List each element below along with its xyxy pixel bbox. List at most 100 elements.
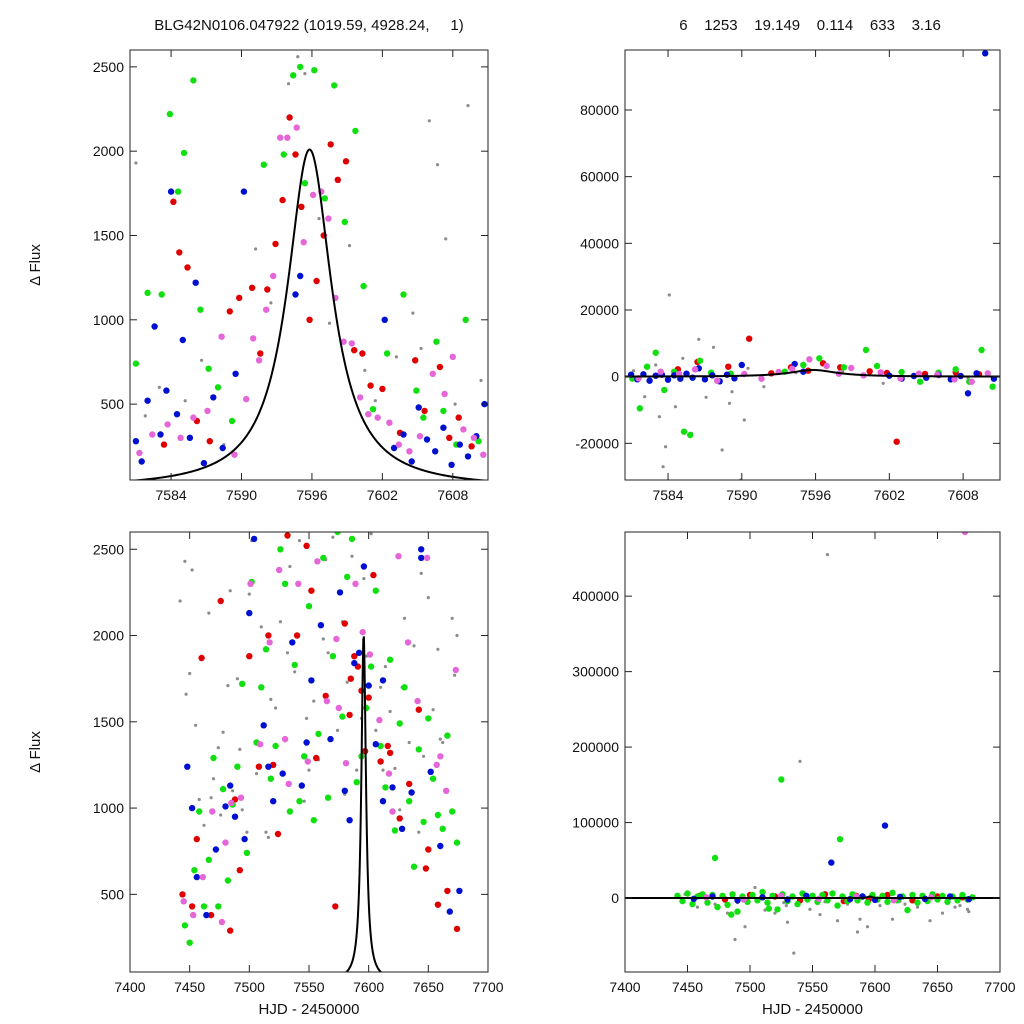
data-point-green bbox=[904, 906, 911, 914]
data-point-gray bbox=[784, 904, 788, 908]
data-point-gray bbox=[431, 708, 435, 712]
data-point-red bbox=[346, 711, 353, 719]
data-point-red bbox=[893, 438, 900, 445]
x-tick-label: 7700 bbox=[472, 979, 503, 995]
data-point-blue bbox=[372, 741, 379, 748]
data-point-red bbox=[255, 763, 263, 770]
data-point-green bbox=[425, 715, 432, 722]
data-point-pink bbox=[848, 364, 855, 372]
data-point-green bbox=[728, 911, 735, 918]
data-point-pink bbox=[480, 451, 487, 458]
data-point-green bbox=[774, 906, 781, 913]
data-point-green bbox=[239, 680, 246, 687]
data-point-gray bbox=[303, 72, 307, 76]
data-point-green bbox=[281, 580, 289, 587]
data-point-pink bbox=[314, 558, 321, 565]
data-point-blue bbox=[701, 376, 709, 383]
data-point-gray bbox=[238, 747, 242, 752]
data-point-blue bbox=[138, 458, 145, 465]
data-point-gray bbox=[453, 673, 457, 677]
data-point-pink bbox=[263, 306, 270, 313]
data-point-pink bbox=[342, 760, 350, 767]
data-point-blue bbox=[203, 911, 210, 919]
data-point-gray bbox=[865, 925, 870, 929]
data-point-red bbox=[468, 443, 475, 450]
data-point-green bbox=[862, 346, 870, 354]
data-point-gray bbox=[336, 728, 340, 733]
data-point-gray bbox=[438, 737, 442, 741]
y-tick-label: 0 bbox=[611, 890, 619, 906]
data-point-red bbox=[236, 867, 243, 874]
data-point-red bbox=[308, 587, 315, 594]
data-point-blue bbox=[200, 459, 208, 467]
y-tick-label: 200000 bbox=[572, 739, 619, 755]
data-point-gray bbox=[664, 445, 668, 449]
data-point-blue bbox=[664, 376, 672, 383]
data-point-gray bbox=[762, 385, 766, 389]
data-point-gray bbox=[312, 699, 316, 703]
data-point-green bbox=[219, 785, 227, 793]
data-point-gray bbox=[681, 356, 685, 360]
data-point-green bbox=[873, 362, 881, 370]
data-point-green bbox=[286, 808, 294, 815]
data-point-blue bbox=[738, 361, 745, 369]
data-point-pink bbox=[352, 580, 359, 587]
data-point-gray bbox=[188, 671, 192, 676]
y-tick-label: 2500 bbox=[93, 59, 124, 75]
data-point-blue bbox=[289, 639, 296, 646]
data-point-gray bbox=[479, 378, 483, 383]
data-point-green bbox=[383, 350, 391, 357]
data-point-gray bbox=[363, 368, 367, 372]
data-point-gray bbox=[773, 911, 777, 915]
data-point-blue bbox=[317, 622, 325, 629]
data-point-gray bbox=[643, 395, 647, 399]
panel-top-right: 7584 7590 7596 7602 7608 -20000 0 20000 40000 600… bbox=[575, 49, 1001, 503]
data-point-green bbox=[205, 856, 212, 863]
data-point-green bbox=[360, 282, 367, 290]
y-tick-label: 1500 bbox=[93, 227, 124, 243]
data-point-gray bbox=[266, 835, 270, 840]
data-point-green bbox=[272, 742, 279, 750]
data-point-pink bbox=[285, 780, 292, 788]
data-point-green bbox=[369, 406, 377, 413]
data-point-pink bbox=[340, 338, 347, 345]
data-point-pink bbox=[433, 761, 440, 769]
data-point-green bbox=[320, 554, 327, 562]
data-point-green bbox=[734, 908, 741, 915]
data-point-blue bbox=[292, 291, 299, 298]
data-point-gray bbox=[915, 905, 920, 909]
data-point-gray bbox=[818, 913, 822, 917]
data-point-green bbox=[344, 573, 351, 581]
data-point-blue bbox=[246, 609, 253, 617]
data-point-green bbox=[759, 888, 766, 896]
data-point-green bbox=[834, 902, 841, 909]
data-point-red bbox=[421, 407, 428, 415]
data-point-blue bbox=[398, 825, 406, 832]
data-point-blue bbox=[381, 316, 388, 323]
data-point-red bbox=[746, 335, 753, 342]
data-point-gray bbox=[331, 535, 335, 539]
data-point-gray bbox=[321, 637, 325, 641]
x-tick-label: 7450 bbox=[174, 979, 205, 995]
data-point-gray bbox=[296, 55, 300, 59]
data-point-pink bbox=[414, 697, 421, 705]
data-point-red bbox=[334, 176, 341, 183]
x-tick-label: 7602 bbox=[367, 487, 398, 503]
data-point-green bbox=[449, 808, 456, 815]
data-point-green bbox=[301, 180, 309, 187]
data-point-red bbox=[455, 414, 462, 421]
data-point-gray bbox=[711, 345, 716, 349]
data-point-blue bbox=[408, 789, 415, 796]
data-point-red bbox=[341, 620, 348, 627]
data-point-green bbox=[475, 438, 482, 445]
data-point-green bbox=[978, 346, 985, 354]
data-point-green bbox=[764, 899, 771, 906]
data-point-green bbox=[684, 890, 691, 897]
data-point-gray bbox=[426, 596, 430, 600]
data-point-pink bbox=[231, 451, 238, 458]
data-point-gray bbox=[240, 808, 244, 812]
data-point-pink bbox=[190, 911, 197, 919]
data-point-pink bbox=[180, 898, 187, 905]
data-point-red bbox=[265, 632, 272, 639]
data-point-pink bbox=[366, 651, 374, 658]
